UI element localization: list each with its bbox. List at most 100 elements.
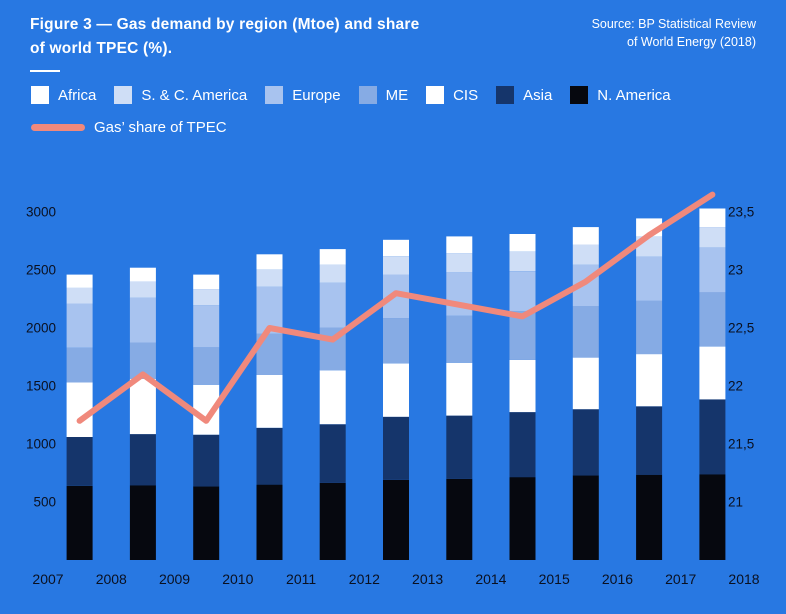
bar-segment-europe (66, 303, 93, 348)
legend-label-africa: Africa (58, 86, 97, 104)
legend-label-asia: Asia (523, 86, 553, 104)
bar-segment-asia (446, 415, 473, 479)
legend-item-n-america: N. America (570, 86, 671, 104)
bar-segment-asia (509, 412, 536, 478)
legend-item-asia: Asia (496, 86, 552, 104)
bar-segment-europe (699, 247, 726, 293)
bar-segment-asia (193, 434, 220, 487)
legend-item-me: ME (358, 86, 409, 104)
bar-segment-n-america (319, 482, 346, 560)
bar-2008 (129, 267, 156, 560)
legend-swatch-n-america (570, 86, 589, 104)
bar-segment-africa (319, 249, 346, 265)
x-axis-tick: 2010 (222, 571, 253, 587)
bar-segment-africa (572, 227, 599, 245)
bar-segment-s-c-america (509, 251, 536, 272)
x-axis-tick: 2011 (286, 571, 316, 587)
bar-segment-n-america (256, 484, 283, 560)
source-line1: Source: BP Statistical Review (591, 17, 756, 31)
legend-label-me: ME (385, 86, 409, 104)
bar-segment-s-c-america (256, 269, 283, 287)
left-axis-tick: 2500 (26, 263, 56, 278)
legend-label-s-c-america: S. & C. America (141, 86, 248, 104)
bar-2016 (636, 218, 663, 560)
bar-segment-s-c-america (383, 256, 409, 275)
source-note: Source: BP Statistical Review of World E… (592, 15, 756, 51)
legend-item-s-c-america: S. & C. America (114, 86, 247, 104)
bar-segment-asia (636, 406, 663, 475)
bar-segment-cis (319, 370, 346, 425)
bars-group (66, 208, 726, 560)
bar-segment-cis (636, 354, 663, 407)
bar-segment-s-c-america (699, 227, 726, 248)
legend-row-series: Africa S. & C. America Europe ME CIS Asia N. A… (31, 86, 766, 104)
legend-label-europe: Europe (292, 86, 341, 104)
legend-swatch-asia (496, 86, 515, 104)
bar-segment-europe (129, 297, 156, 343)
bar-segment-s-c-america (446, 253, 473, 273)
left-axis-tick: 1000 (26, 437, 56, 452)
legend-label-cis: CIS (453, 86, 479, 104)
legend-label-line: Gas’ share of TPEC (94, 119, 227, 136)
x-axis-tick: 2007 (32, 571, 63, 587)
right-axis-tick: 21 (728, 495, 743, 510)
legend-swatch-cis (426, 86, 445, 104)
bar-segment-me (699, 292, 726, 347)
x-axis-tick: 2015 (539, 571, 570, 587)
x-axis-tick: 2014 (475, 571, 506, 587)
bar-segment-africa (446, 236, 473, 254)
bar-segment-cis (129, 379, 156, 435)
right-axis-tick: 21,5 (728, 437, 754, 452)
bar-segment-asia (256, 427, 283, 485)
figure-header: Figure 3 — Gas demand by region (Mtoe) a… (30, 13, 756, 73)
legend-item-line: Gas’ share of TPEC (31, 119, 227, 136)
bar-segment-asia (66, 437, 93, 486)
bar-segment-s-c-america (129, 281, 156, 298)
left-axis-tick: 2000 (26, 321, 56, 336)
legend-item-cis: CIS (426, 86, 478, 104)
x-axis-tick: 2013 (412, 571, 443, 587)
bar-segment-n-america (193, 486, 220, 560)
bar-segment-asia (319, 424, 346, 483)
right-axis-tick: 22,5 (728, 321, 754, 336)
bar-segment-cis (572, 357, 599, 410)
bar-segment-asia (383, 416, 409, 480)
chart-legend: Africa S. & C. America Europe ME CIS Asia N. A… (31, 86, 766, 151)
bar-segment-africa (509, 234, 536, 252)
bar-segment-cis (383, 363, 409, 417)
bar-segment-me (66, 347, 93, 383)
left-axis-tick: 3000 (26, 205, 56, 220)
bar-segment-africa (193, 274, 220, 290)
bar-segment-me (193, 347, 220, 385)
figure-title: Figure 3 — Gas demand by region (Mtoe) a… (30, 13, 500, 73)
bar-segment-n-america (66, 485, 93, 560)
left-axis-tick: 500 (33, 495, 56, 510)
line-swatch (31, 124, 85, 131)
bar-segment-cis (256, 375, 283, 428)
bar-segment-africa (699, 208, 726, 228)
bar-2011 (319, 249, 346, 560)
bar-2007 (66, 274, 93, 560)
bar-segment-europe (636, 256, 663, 301)
title-rule (30, 70, 60, 73)
bar-segment-me (636, 300, 663, 355)
x-axis-tick: 2008 (96, 571, 127, 587)
bar-segment-cis (699, 346, 726, 400)
bar-segment-n-america (509, 477, 536, 560)
source-line2: of World Energy (2018) (627, 35, 756, 50)
bar-segment-asia (572, 409, 599, 476)
x-axis-tick: 2009 (159, 571, 190, 587)
bar-segment-europe (509, 271, 536, 312)
right-axis-tick: 23 (728, 263, 743, 278)
bar-segment-europe (193, 305, 220, 348)
figure-title-line1: Figure 3 — Gas demand by region (Mtoe) a… (30, 16, 420, 33)
bar-segment-n-america (383, 480, 409, 560)
bar-segment-s-c-america (193, 289, 220, 306)
x-axis-tick: 2012 (349, 571, 380, 587)
bar-segment-cis (66, 382, 93, 437)
tpec-share-line (76, 191, 716, 424)
bar-segment-africa (66, 274, 93, 288)
bar-segment-me (572, 306, 599, 358)
